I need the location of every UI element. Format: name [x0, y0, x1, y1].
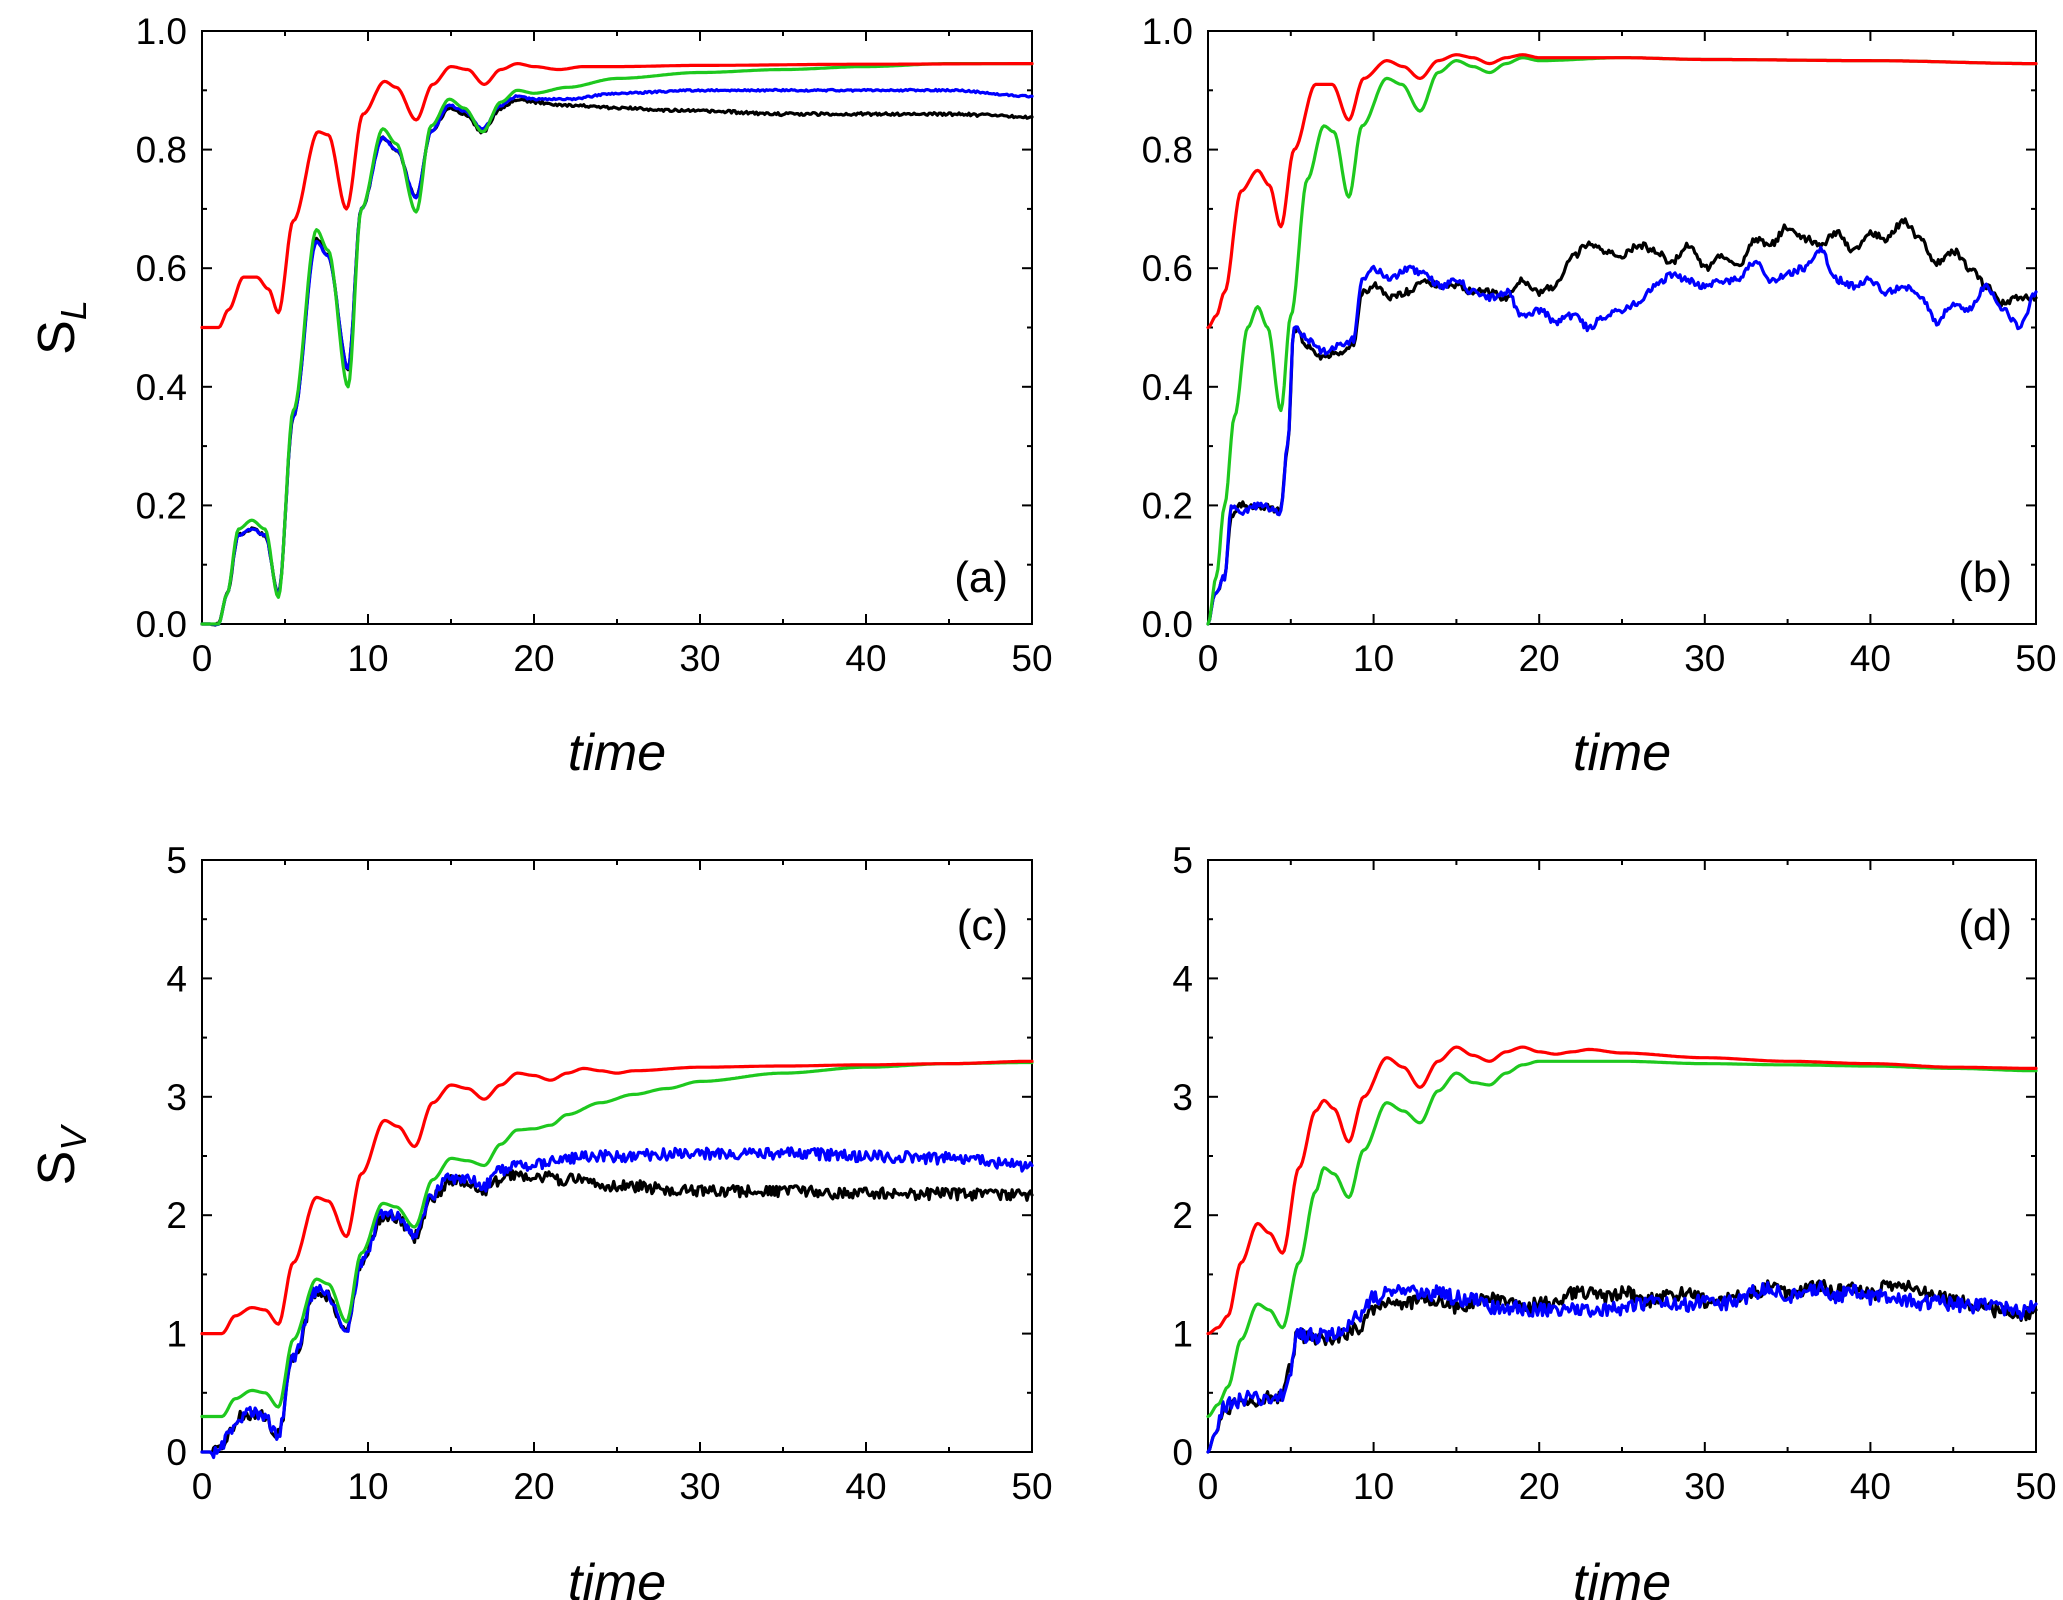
series-line-d-black [1206, 1278, 2038, 1454]
series-line-a-green [200, 61, 1034, 626]
y-tick-label-d: 3 [1172, 1077, 1193, 1118]
x-tick-label-b: 0 [1198, 638, 1219, 679]
y-tick-label-c: 2 [166, 1195, 187, 1236]
x-tick-label-b: 10 [1353, 638, 1394, 679]
series-line-a-red [200, 61, 1034, 330]
series-line-d-green [1206, 1059, 2038, 1419]
x-tick-label-a: 20 [513, 638, 554, 679]
x-tick-label-a: 10 [347, 638, 388, 679]
y-axis-title-c: SV [28, 1124, 94, 1186]
y-tick-label-b: 0.8 [1142, 130, 1193, 171]
y-axis-title-c-sub: V [53, 1124, 94, 1151]
x-axis-title-d: time [1573, 1554, 1671, 1600]
panel-d: 0 10 20 30 40 50 0 1 2 3 4 5 (d) time [1172, 840, 2056, 1600]
y-tick-label-c: 1 [166, 1314, 187, 1355]
y-tick-label-b: 0.6 [1142, 248, 1193, 289]
x-tick-label-d: 50 [2015, 1466, 2056, 1507]
series-line-b-blue [1206, 245, 2038, 626]
x-tick-label-c: 20 [513, 1466, 554, 1507]
y-axis-title-a: SL [28, 300, 94, 355]
series-line-b-red [1206, 53, 2038, 330]
y-tick-label-a: 0.8 [136, 130, 187, 171]
x-tick-label-d: 0 [1198, 1466, 1219, 1507]
y-tick-label-d: 1 [1172, 1314, 1193, 1355]
x-tick-label-a: 0 [192, 638, 213, 679]
series-line-d-blue [1206, 1280, 2038, 1454]
x-axis-title-b: time [1573, 724, 1671, 782]
series-line-a-black [200, 97, 1034, 627]
x-tick-label-a: 40 [845, 638, 886, 679]
y-tick-label-b: 0.0 [1142, 604, 1193, 645]
y-tick-label-a: 0.4 [136, 367, 187, 408]
x-tick-label-a: 30 [679, 638, 720, 679]
plot-frame-b [1207, 30, 2037, 625]
series-line-b-black [1206, 217, 2038, 626]
x-tick-label-c: 30 [679, 1466, 720, 1507]
y-tick-label-c: 3 [166, 1077, 187, 1118]
series-line-d-red [1206, 1045, 2038, 1336]
series-line-c-black [200, 1169, 1034, 1456]
series-line-a-blue [200, 87, 1034, 627]
y-axis-title-a-sub: L [53, 300, 94, 320]
y-tick-label-c: 5 [166, 840, 187, 881]
y-tick-label-d: 4 [1172, 958, 1193, 999]
y-tick-label-a: 0.6 [136, 248, 187, 289]
x-axis-title-a: time [568, 724, 666, 782]
y-tick-label-d: 5 [1172, 840, 1193, 881]
x-tick-label-b: 50 [2015, 638, 2056, 679]
y-tick-label-b: 0.4 [1142, 367, 1193, 408]
panel-label-b: (b) [1958, 553, 2012, 602]
x-tick-label-b: 40 [1850, 638, 1891, 679]
y-tick-label-a: 0.0 [136, 604, 187, 645]
series-line-c-green [200, 1060, 1034, 1419]
x-tick-label-a: 50 [1011, 638, 1052, 679]
panel-label-c: (c) [957, 901, 1008, 950]
y-tick-label-c: 0 [166, 1432, 187, 1473]
x-tick-label-d: 30 [1684, 1466, 1725, 1507]
y-tick-label-c: 4 [166, 958, 187, 999]
x-tick-label-d: 40 [1850, 1466, 1891, 1507]
x-tick-label-d: 10 [1353, 1466, 1394, 1507]
x-tick-label-c: 0 [192, 1466, 213, 1507]
y-tick-label-a: 1.0 [136, 11, 187, 52]
y-tick-label-a: 0.2 [136, 485, 187, 526]
series-line-c-blue [200, 1146, 1034, 1460]
series-line-b-green [1206, 56, 2038, 626]
panel-label-d: (d) [1958, 901, 2012, 950]
x-tick-label-c: 40 [845, 1466, 886, 1507]
x-tick-label-c: 10 [347, 1466, 388, 1507]
x-tick-label-b: 30 [1684, 638, 1725, 679]
y-tick-label-b: 0.2 [1142, 485, 1193, 526]
y-axis-title-a-main: S [28, 320, 86, 355]
series-line-c-red [200, 1059, 1034, 1336]
plot-frame-d [1207, 859, 2037, 1453]
x-tick-label-d: 20 [1519, 1466, 1560, 1507]
plot-frame-a [201, 30, 1033, 625]
panel-b: 0 10 20 30 40 50 0.0 0.2 0.4 0.6 0.8 1.0 (b) time [1142, 11, 2057, 782]
y-tick-label-d: 2 [1172, 1195, 1193, 1236]
y-tick-label-d: 0 [1172, 1432, 1193, 1473]
x-tick-label-c: 50 [1011, 1466, 1052, 1507]
y-tick-label-b: 1.0 [1142, 11, 1193, 52]
x-axis-title-c: time [568, 1554, 666, 1600]
x-tick-label-b: 20 [1519, 638, 1560, 679]
panel-label-a: (a) [954, 553, 1008, 602]
y-axis-title-c-main: S [28, 1151, 86, 1186]
